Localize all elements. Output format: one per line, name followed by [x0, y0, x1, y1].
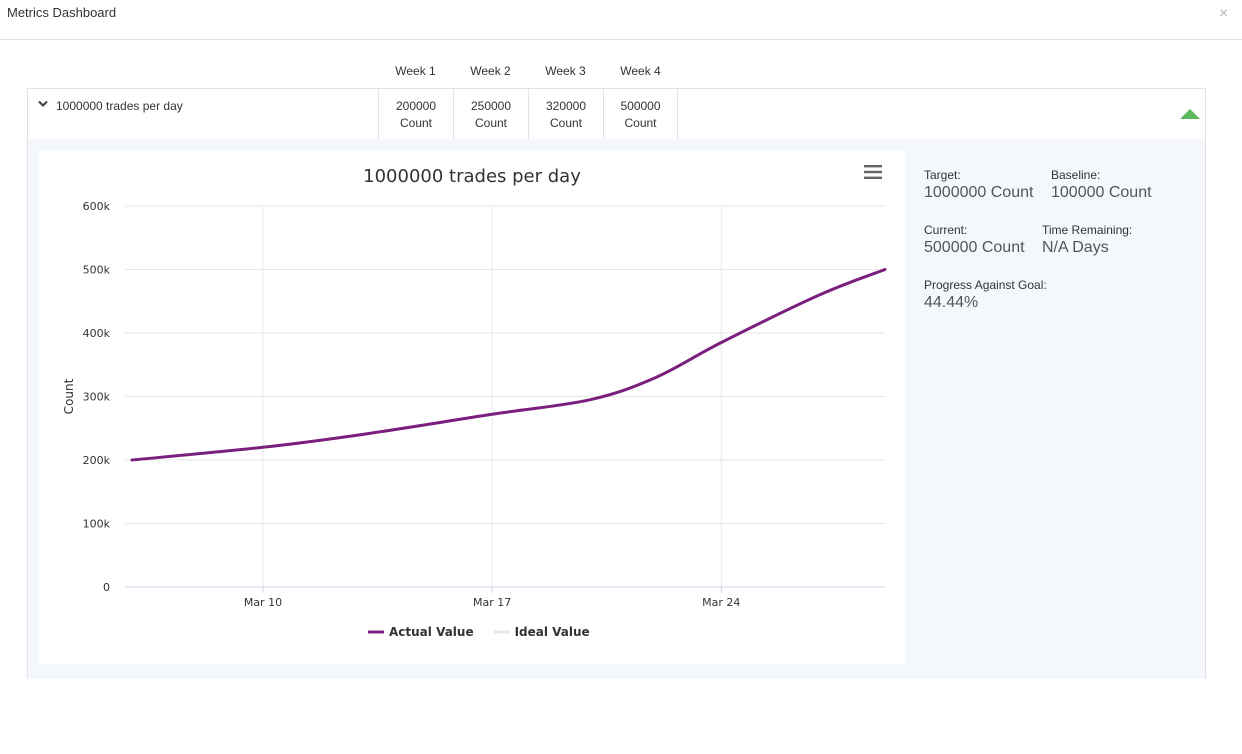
baseline-stat: Baseline: 100000 Count [1051, 168, 1152, 202]
week-header-3: Week 3 [545, 64, 586, 78]
x-tick-label: Mar 24 [702, 596, 740, 609]
week-1-cell: 200000 Count [378, 89, 453, 139]
week-4-unit: Count [624, 116, 657, 130]
y-tick-label: 500k [83, 264, 111, 277]
week-4-value: 500000 [620, 99, 661, 113]
x-tick-label: Mar 17 [473, 596, 511, 609]
week-header-1: Week 1 [395, 64, 436, 78]
progress-label: Progress Against Goal: [924, 278, 1047, 292]
week-1-value: 200000 [395, 99, 437, 113]
week-header-2: Week 2 [470, 64, 511, 78]
title-bar: Metrics Dashboard × [0, 0, 1242, 40]
week-2-cell: 250000 Count [453, 89, 528, 139]
progress-value: 44.44% [924, 294, 979, 311]
metric-label[interactable]: 1000000 trades per day [56, 99, 183, 113]
y-tick-label: 0 [103, 581, 110, 594]
close-button[interactable]: × [1219, 5, 1229, 22]
y-tick-label: 300k [83, 391, 111, 404]
y-tick-label: 200k [83, 454, 111, 467]
series-line-0 [130, 268, 887, 462]
current-value: 500000 Count [924, 239, 1025, 256]
week-4-cell: 500000 Count [603, 89, 678, 139]
x-tick-label: Mar 10 [244, 596, 282, 609]
progress-stat: Progress Against Goal: 44.44% [924, 278, 1047, 312]
current-label: Current: [924, 223, 968, 237]
app-title: Metrics Dashboard [7, 5, 117, 20]
target-label: Target: [924, 168, 961, 182]
time-remaining-value: N/A Days [1042, 239, 1109, 256]
chevron-down-icon[interactable] [37, 98, 49, 110]
legend-item-1: Ideal Value [515, 625, 590, 639]
chart-container: 1000000 trades per day 0 100k 200k 300k 400k… [38, 150, 906, 664]
target-value: 1000000 Count [924, 184, 1034, 201]
target-stat: Target: 1000000 Count [924, 168, 1033, 202]
metric-panel: 1000000 trades per day 200000 Count 2500… [27, 88, 1206, 679]
time-remaining-stat: Time Remaining: N/A Days [1042, 223, 1132, 257]
current-stat: Current: 500000 Count [924, 223, 1025, 257]
week-2-unit: Count [474, 116, 508, 130]
week-3-cell: 320000 Count [528, 89, 603, 139]
metric-row[interactable]: 1000000 trades per day 200000 Count 2500… [28, 89, 1205, 139]
legend-item-0: Actual Value [389, 625, 474, 639]
week-3-value: 320000 [545, 99, 587, 113]
line-chart: 0 100k 200k 300k 400k 500k 600k Mar 10 Mar 17 Mar… [62, 200, 887, 639]
trend-up-icon [1180, 109, 1200, 119]
chart-title: 1000000 trades per day [363, 166, 581, 187]
y-tick-label: 100k [83, 518, 111, 531]
week-header-4: Week 4 [620, 64, 661, 78]
time-remaining-label: Time Remaining: [1042, 223, 1133, 237]
chart-menu-icon[interactable] [864, 164, 882, 180]
y-tick-label: 600k [83, 200, 111, 213]
week-3-unit: Count [549, 116, 583, 130]
week-2-value: 250000 [470, 99, 512, 113]
y-tick-label: 400k [83, 327, 111, 340]
baseline-label: Baseline: [1051, 168, 1101, 182]
y-axis-title: Count [62, 378, 76, 414]
baseline-value: 100000 Count [1051, 184, 1152, 201]
week-1-unit: Count [399, 116, 433, 130]
